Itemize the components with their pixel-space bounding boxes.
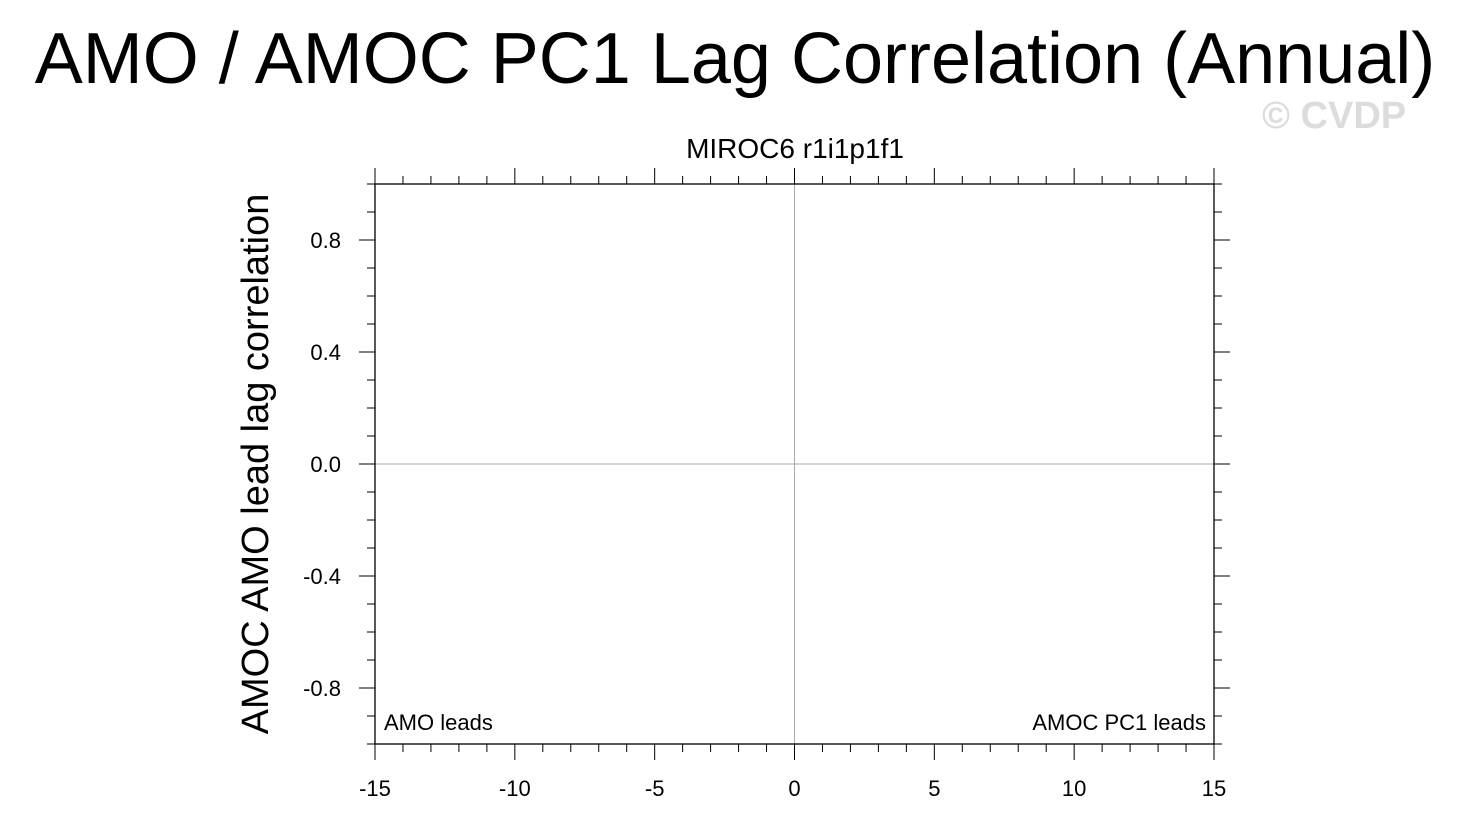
x-tick-label: 0: [788, 776, 800, 801]
x-tick-label: 5: [928, 776, 940, 801]
x-tick-label: -5: [645, 776, 665, 801]
x-tick-label: -10: [499, 776, 531, 801]
y-tick-label: 0.4: [310, 340, 341, 365]
x-tick-label: 15: [1202, 776, 1226, 801]
annotation-amoc-pc1-leads: AMOC PC1 leads: [1032, 710, 1206, 735]
y-tick-label: -0.4: [303, 564, 341, 589]
y-tick-label: 0.0: [310, 452, 341, 477]
y-axis-label: AMOC AMO lead lag correlation: [235, 194, 277, 735]
page-title: AMO / AMOC PC1 Lag Correlation (Annual): [34, 19, 1436, 99]
x-tick-label: 10: [1062, 776, 1086, 801]
annotation-amo-leads: AMO leads: [384, 710, 493, 735]
y-tick-label: 0.8: [310, 228, 341, 253]
chart-title: MIROC6 r1i1p1f1: [686, 133, 904, 164]
axis-ticks: [359, 168, 1230, 760]
x-tick-label: -15: [359, 776, 391, 801]
watermark: © CVDP: [1262, 95, 1407, 137]
tick-labels: -15 -10 -5 0 5 10 15 -0.8 -0.4 0.0 0.4 0.8: [303, 228, 1226, 801]
reference-lines: [375, 184, 1214, 744]
y-tick-label: -0.8: [303, 676, 341, 701]
